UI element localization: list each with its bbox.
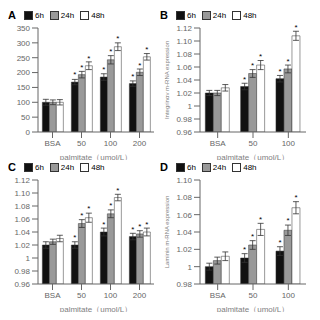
svg-text:*: *: [131, 225, 134, 234]
svg-text:1.04: 1.04: [176, 76, 192, 85]
svg-text:*: *: [116, 34, 119, 43]
svg-text:1.10: 1.10: [14, 189, 30, 198]
svg-text:50: 50: [249, 139, 258, 148]
svg-text:*: *: [80, 211, 83, 220]
svg-text:BSA: BSA: [44, 139, 61, 148]
svg-text:1: 1: [26, 254, 31, 263]
svg-text:200: 200: [17, 68, 31, 77]
html-text:48h: 48h: [91, 10, 105, 20]
svg-text:*: *: [294, 193, 297, 202]
svg-text:50: 50: [77, 139, 86, 148]
svg-text:*: *: [259, 52, 262, 61]
svg-text:*: *: [259, 215, 262, 224]
svg-text:1.12: 1.12: [14, 176, 30, 185]
html-text:6h: 6h: [187, 10, 196, 20]
svg-text:1.04: 1.04: [176, 228, 192, 237]
svg-text:*: *: [102, 220, 105, 229]
html-text:24h: 24h: [60, 162, 75, 172]
svg-text:100: 100: [17, 98, 31, 107]
svg-text:1.08: 1.08: [14, 202, 30, 211]
svg-text:Laminin m-RNA expression: Laminin m-RNA expression: [164, 196, 170, 269]
svg-text:150: 150: [17, 83, 31, 92]
html-text:C: C: [8, 161, 16, 173]
html-text:48h: 48h: [243, 10, 257, 20]
html-text:D: D: [160, 161, 168, 173]
svg-text:*: *: [109, 47, 112, 56]
svg-text:1.12: 1.12: [176, 24, 192, 33]
svg-text:palmitate（umol/L）: palmitate（umol/L）: [60, 305, 132, 312]
svg-text:*: *: [109, 201, 112, 210]
svg-text:1.10: 1.10: [176, 176, 192, 185]
svg-text:palmitate（umol/L）: palmitate（umol/L）: [60, 153, 132, 160]
html-text:B: B: [160, 9, 168, 21]
svg-text:*: *: [145, 220, 148, 229]
svg-text:*: *: [80, 63, 83, 72]
svg-text:*: *: [251, 232, 254, 241]
html-text:24h: 24h: [60, 10, 75, 20]
svg-text:100: 100: [104, 139, 118, 148]
html-text:24h: 24h: [212, 162, 227, 172]
svg-text:*: *: [131, 72, 134, 81]
svg-text:0.96: 0.96: [14, 280, 30, 289]
svg-text:*: *: [278, 67, 281, 76]
html-text:6h: 6h: [35, 162, 44, 172]
svg-text:*: *: [73, 233, 76, 242]
svg-text:*: *: [286, 57, 289, 66]
html-text:A: A: [8, 9, 16, 21]
svg-text:50: 50: [77, 291, 86, 300]
html-text:24h: 24h: [212, 10, 227, 20]
svg-text:*: *: [286, 216, 289, 225]
svg-text:1.08: 1.08: [176, 193, 192, 202]
html-text:48h: 48h: [243, 162, 257, 172]
svg-text:1.06: 1.06: [14, 215, 30, 224]
svg-text:200: 200: [133, 139, 147, 148]
svg-text:0.98: 0.98: [14, 267, 30, 276]
svg-text:100: 100: [282, 291, 296, 300]
svg-text:*: *: [243, 245, 246, 254]
svg-text:*: *: [102, 65, 105, 74]
svg-text:BSA: BSA: [210, 291, 227, 300]
svg-text:1.02: 1.02: [14, 241, 30, 250]
svg-text:*: *: [243, 75, 246, 84]
svg-text:0.98: 0.98: [176, 280, 192, 289]
svg-text:*: *: [138, 222, 141, 231]
svg-text:*: *: [278, 238, 281, 247]
svg-text:1.04: 1.04: [14, 228, 30, 237]
html-text:6h: 6h: [187, 162, 196, 172]
svg-text:1.08: 1.08: [176, 50, 192, 59]
svg-text:BSA: BSA: [210, 139, 227, 148]
svg-text:1.02: 1.02: [176, 89, 192, 98]
svg-text:*: *: [116, 186, 119, 195]
svg-text:*: *: [73, 70, 76, 79]
svg-text:300: 300: [17, 39, 31, 48]
svg-text:0: 0: [26, 128, 31, 137]
svg-text:100: 100: [282, 139, 296, 148]
svg-text:1: 1: [188, 263, 193, 272]
svg-text:1.06: 1.06: [176, 211, 192, 220]
svg-text:200: 200: [133, 291, 147, 300]
svg-text:palmitate（umol/L）: palmitate（umol/L）: [217, 305, 289, 312]
svg-text:*: *: [294, 23, 297, 32]
svg-text:1.06: 1.06: [176, 63, 192, 72]
svg-text:*: *: [87, 204, 90, 213]
svg-text:100: 100: [104, 291, 118, 300]
svg-text:*: *: [87, 54, 90, 63]
svg-text:0.98: 0.98: [176, 115, 192, 124]
svg-text:*: *: [251, 61, 254, 70]
html-text:6h: 6h: [35, 10, 44, 20]
svg-text:250: 250: [17, 54, 31, 63]
svg-text:350: 350: [17, 24, 31, 33]
svg-text:1.02: 1.02: [176, 245, 192, 254]
svg-text:BSA: BSA: [44, 291, 61, 300]
html-text:48h: 48h: [91, 162, 105, 172]
svg-text:*: *: [138, 61, 141, 70]
svg-text:0.96: 0.96: [176, 128, 192, 137]
svg-text:1: 1: [188, 102, 193, 111]
svg-text:Integrinαv m-RNA expression: Integrinαv m-RNA expression: [164, 41, 170, 119]
svg-text:*: *: [145, 45, 148, 54]
svg-text:50: 50: [21, 113, 30, 122]
svg-text:1.10: 1.10: [176, 37, 192, 46]
svg-text:palmitate（umol/L）: palmitate（umol/L）: [217, 153, 289, 160]
svg-text:50: 50: [249, 291, 258, 300]
